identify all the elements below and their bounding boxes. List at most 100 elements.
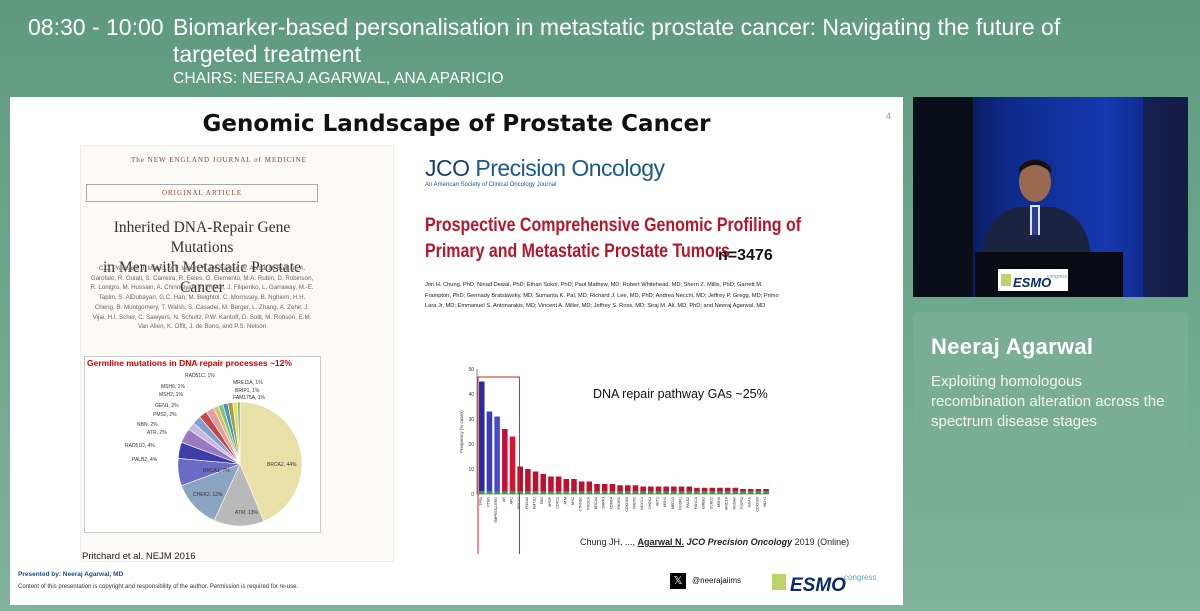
pie-label-rad51d: RAD51D, 4% [125,443,155,449]
bar-base [678,491,685,494]
bar [709,487,716,494]
bar-base [717,491,723,494]
bar [694,487,700,494]
bar [717,487,723,494]
dna-repair-label: DNA repair pathway GAs ~25% [593,387,768,401]
bar-base [571,491,577,494]
jco-logo: JCO Precision Oncology An American Socie… [425,155,665,188]
session-chairs: CHAIRS: NEERAJ AGARWAL, ANA APARICIO [173,70,504,87]
bar [555,476,562,494]
x-tick-label: AKT1 [656,497,660,506]
x-tick-label: CDKN2A [755,496,759,511]
genomic-alteration-bar-chart: 0 10 20 30 40 50 Frequency (% cases) TP53 PTEN TM… [459,367,769,554]
x-tick-label: CDKN1B [625,496,629,511]
bar [601,484,608,494]
bar-base [578,491,585,494]
bar-base [648,491,654,494]
y-tick-label: 30 [468,417,474,423]
pie-label-nbn: NBN, 2% [137,422,158,428]
bar-base [724,491,731,494]
pie-label-atm: ATM, 13% [235,510,259,516]
bar-base [555,491,562,494]
x-handle: @neerajaiims [692,576,742,585]
bar-base [486,491,493,494]
x-tick-label: NCOA2 [732,497,736,509]
cohort-size: n=3476 [718,247,773,264]
bar-base [517,491,523,494]
jco-logo-sub: An American Society of Clinical Oncology… [425,182,557,188]
jco-authors: Jon H. Chung, PhD; Ninad Dewal, PhD; Eth… [425,282,779,310]
bar-base [617,491,623,494]
y-tick-label: 40 [468,392,474,398]
bar [686,486,693,494]
nejm-authors: C.C. Pritchard, J. Mateo, M.F. Walsh, N.… [90,265,314,331]
y-tick-label: 10 [468,467,474,473]
esmo-logo-congress: congress [844,573,876,582]
y-tick-label: 50 [468,367,474,373]
bar-base [655,491,662,494]
x-tick-label: NKX3-1 [640,497,644,510]
speaker-topic: Exploiting homologous recombination alte… [931,373,1165,430]
bar [701,487,708,494]
x-tick-label: MLH1 [763,497,767,507]
copyright-notice: Content of this presentation is copyrigh… [18,584,299,590]
presented-by: Presented by: Neeraj Agarwal, MD [18,571,124,578]
bar [732,487,739,494]
pie-slice-fam175a [237,401,241,465]
bar-base [563,491,570,494]
bar-base [586,491,593,494]
bar [632,485,639,494]
nejm-journal-name: The NEW ENGLAND JOURNAL of MEDICINE [131,156,307,164]
bar-base [540,491,547,494]
bar-base [640,491,646,494]
nejm-citation: Pritchard et al. NEJM 2016 [82,551,196,562]
esmo-logo-word: ESMO [790,575,846,596]
citation-prefix: Chung JH, ..., [580,537,638,547]
jco-logo-rest: Precision Oncology [475,155,665,181]
bar-base [747,491,754,494]
bar-base [548,491,554,494]
bar [640,486,646,494]
speaker-head [1019,162,1051,202]
x-tick-label: CHEK2 [648,497,652,509]
x-tick-label: RAD51 [632,497,636,509]
bar-base [701,491,708,494]
x-tick-label: PTEN [486,497,490,507]
bar-base [709,491,716,494]
x-tick-label: RB1 [540,497,544,504]
jco-logo-main: JCO [425,155,470,181]
citation-journal: JCO Precision Oncology [686,537,793,547]
germline-pie-panel: Germline mutations in DNA repair process… [84,356,321,533]
bar-base [532,491,539,494]
x-tick-label: MSH2 [663,497,667,507]
pie-label-mre11a: MRE11A, 1% [233,380,263,386]
x-tick-label: ARID1A [725,496,729,510]
x-tick-label: FANCA [694,496,698,509]
bar [571,479,577,494]
nejm-title-line1: Inherited DNA-Repair Gene Mutations [113,219,291,256]
bar [540,474,547,494]
x-tick-label: AR [502,497,506,502]
x-tick-label: ZNRF3 [602,497,606,509]
bar [548,476,554,494]
bar-base [494,491,500,494]
x-tick-label: ATM [563,497,567,504]
x-tick-label: PIK3CA [586,496,590,509]
bar-base [671,491,677,494]
bar [594,484,600,494]
bar [517,466,523,494]
x-tick-label: KDM6A [609,496,613,509]
pie-label-rad51c: RAD51C, 1% [185,373,215,379]
x-tick-label: NCOR1 [679,497,683,510]
jco-title-line1: Prospective Comprehensive Genomic Profil… [425,215,802,236]
pie-label-atr: ATR, 2% [147,430,167,436]
x-tick-label: PALB2 [686,497,690,508]
bar-base [509,491,516,494]
pie-label-brip1: BRIP1, 1% [235,388,260,394]
slide-title: Genomic Landscape of Prostate Cancer [202,111,711,137]
bar [502,429,508,494]
bar [479,381,485,494]
bar [609,484,616,494]
bar [578,481,585,494]
pie-label-fam175a: FAM175A, 1% [233,395,266,401]
